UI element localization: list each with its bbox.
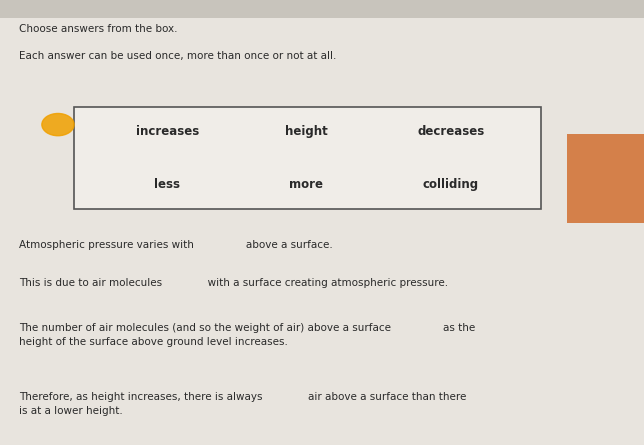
Text: Choose answers from the box.: Choose answers from the box.	[19, 24, 178, 34]
Text: more: more	[289, 178, 323, 191]
Text: less: less	[155, 178, 180, 191]
FancyBboxPatch shape	[0, 0, 644, 18]
Text: colliding: colliding	[422, 178, 479, 191]
Text: height: height	[285, 125, 327, 138]
Text: increases: increases	[136, 125, 199, 138]
Text: Therefore, as height increases, there is always              air above a surface: Therefore, as height increases, there is…	[19, 392, 467, 417]
FancyBboxPatch shape	[74, 107, 541, 209]
Text: decreases: decreases	[417, 125, 484, 138]
Circle shape	[42, 113, 74, 136]
Text: Atmospheric pressure varies with                above a surface.: Atmospheric pressure varies with above a…	[19, 240, 333, 250]
Text: Each answer can be used once, more than once or not at all.: Each answer can be used once, more than …	[19, 51, 337, 61]
FancyBboxPatch shape	[567, 134, 644, 222]
Text: The number of air molecules (and so the weight of air) above a surface          : The number of air molecules (and so the …	[19, 323, 475, 348]
Text: This is due to air molecules              with a surface creating atmospheric pr: This is due to air molecules with a surf…	[19, 278, 448, 288]
